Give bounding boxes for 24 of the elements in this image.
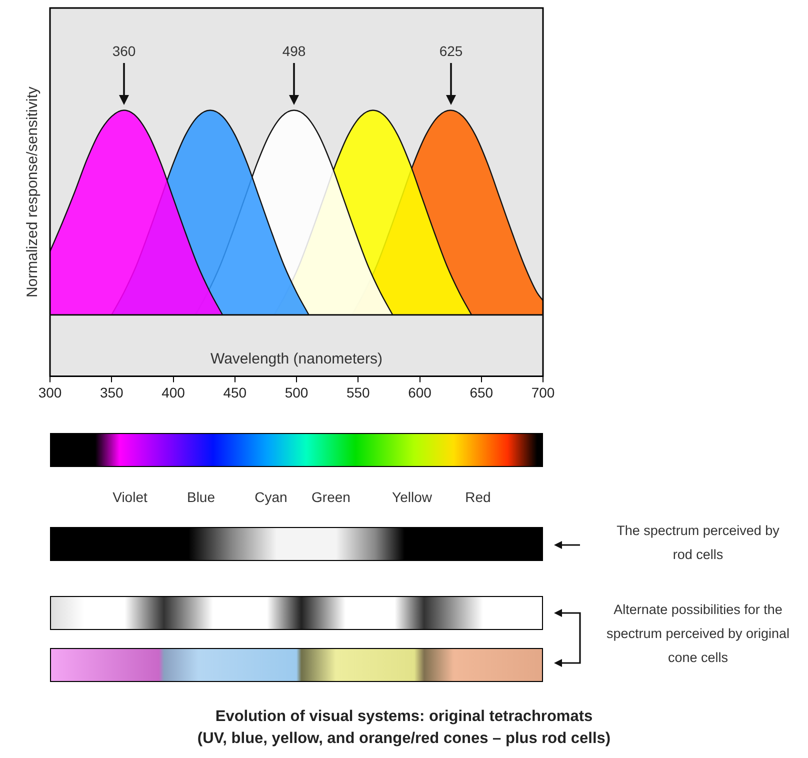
x-tick-label: 350 [100, 384, 124, 400]
text: Violet [112, 489, 148, 505]
text: 360 [112, 43, 136, 59]
text: Green [312, 489, 350, 505]
x-tick-label: 300 [38, 384, 62, 400]
x-tick-label: 450 [223, 384, 247, 400]
text: 625 [439, 43, 463, 59]
text: 498 [282, 43, 306, 59]
x-tick-label: 650 [470, 384, 494, 400]
x-tick-label: 550 [346, 384, 370, 400]
x-axis-title: Wavelength (nanometers) [210, 350, 383, 368]
x-tick-label: 500 [284, 384, 308, 400]
text: Alternate possibilities for the spectrum perceived by original cone cells [605, 601, 791, 667]
text: Red [465, 489, 491, 505]
x-tick-label: 400 [162, 384, 186, 400]
text: Cyan [254, 489, 288, 505]
text: The spectrum perceived by rod cells [616, 522, 780, 564]
text: Evolution of visual systems: original tetrachromats [214, 708, 594, 726]
text: Blue [186, 489, 216, 505]
y-axis-title: Normalized response/sensitivity [24, 86, 42, 298]
text: Yellow [392, 489, 432, 505]
x-tick-label: 600 [408, 384, 432, 400]
x-tick-label: 700 [531, 384, 555, 400]
text: (UV, blue, yellow, and orange/red cones – plus rod cells) [196, 730, 612, 748]
